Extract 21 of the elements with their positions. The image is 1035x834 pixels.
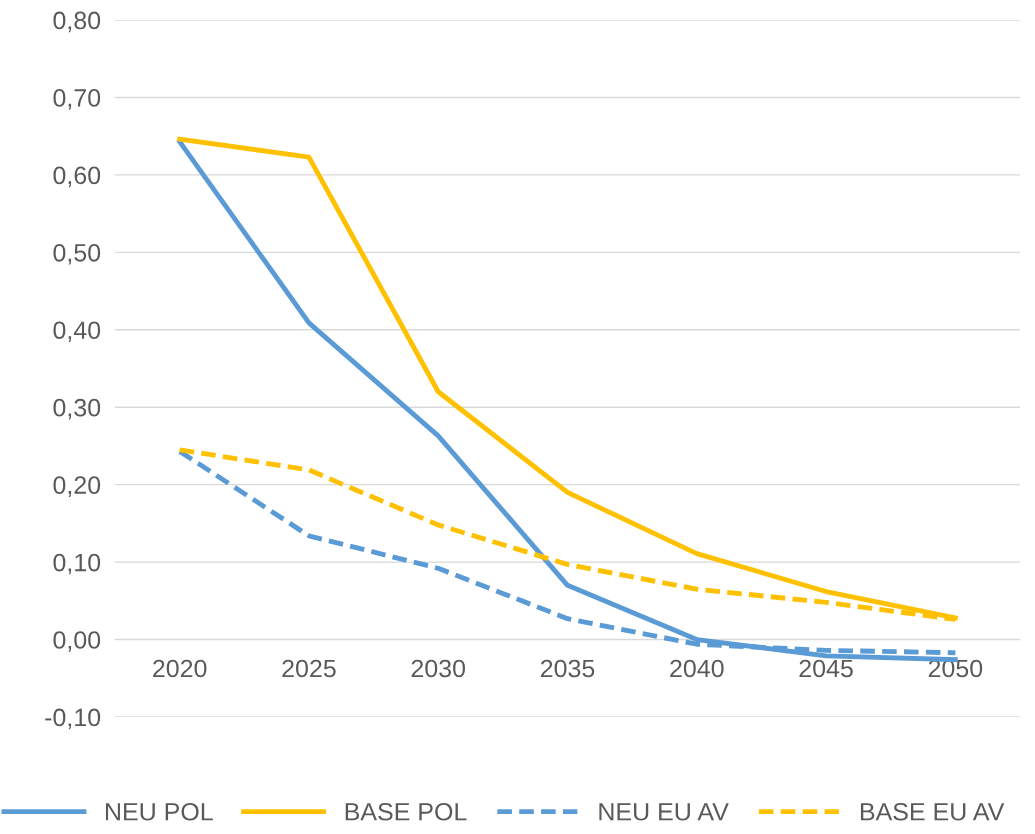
y-tick-label: 0,40	[53, 321, 101, 343]
legend-label: BASE POL	[345, 802, 467, 821]
y-tick-label: 0,80	[53, 11, 101, 33]
x-tick-label: 2020	[153, 659, 207, 678]
y-tick-label: 0,00	[53, 631, 101, 652]
x-tick-label: 2045	[799, 659, 853, 678]
legend-label: NEU POL	[105, 802, 213, 821]
x-tick-label: 2030	[411, 659, 466, 678]
x-tick-label: 2035	[540, 659, 595, 678]
legend-label: BASE EU AV	[860, 802, 1005, 821]
x-tick-label: 2025	[282, 659, 336, 678]
y-tick-label: -0,10	[45, 708, 101, 730]
y-tick-label: 0,20	[53, 476, 101, 497]
x-tick-label: 2050	[928, 659, 983, 678]
y-tick-label: 0,60	[53, 166, 101, 188]
y-tick-label: 0,10	[53, 553, 101, 575]
y-tick-label: 0,70	[53, 89, 101, 110]
y-tick-label: 0,50	[53, 243, 101, 265]
legend-label: NEU EU AV	[599, 803, 729, 821]
y-tick-label: 0,30	[53, 398, 101, 420]
x-tick-label: 2040	[670, 659, 724, 678]
